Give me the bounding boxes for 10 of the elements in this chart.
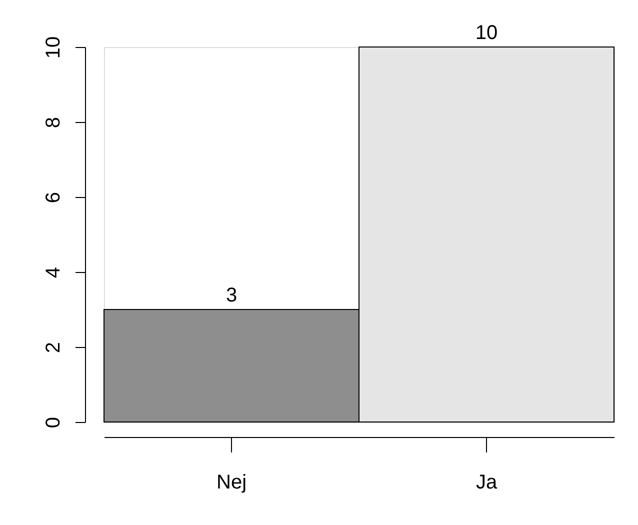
y-tick-label: 8 [42, 116, 64, 128]
y-tick-label: 10 [42, 36, 64, 59]
data-label: 3 [226, 284, 238, 306]
x-tick-label: Ja [476, 472, 498, 494]
y-tick-label: 0 [42, 416, 64, 428]
y-tick-label: 6 [42, 192, 64, 204]
y-tick-label: 2 [42, 342, 64, 354]
x-tick-label: Nej [216, 472, 247, 494]
y-tick-label: 4 [42, 266, 64, 278]
data-label: 10 [475, 22, 498, 44]
